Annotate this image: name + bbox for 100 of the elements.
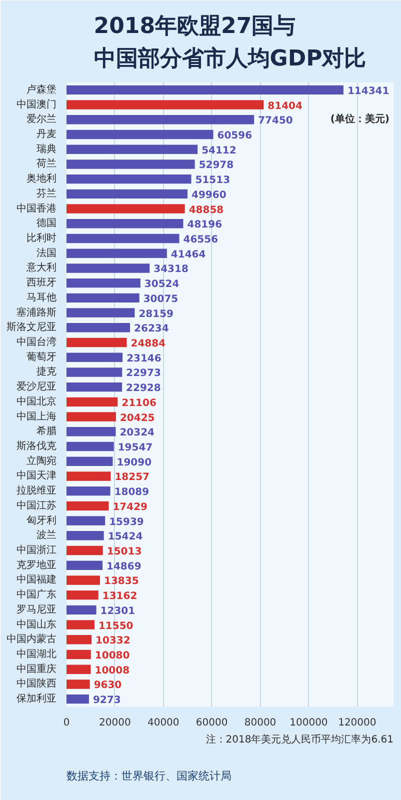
data-label: 48196: [187, 220, 222, 231]
data-label: 34318: [154, 264, 188, 276]
x-tick-label: 60000: [196, 718, 228, 728]
x-tick-label: 120000: [338, 718, 376, 728]
bar: [66, 531, 104, 540]
x-tick-label: 20000: [99, 718, 131, 728]
bar: [66, 234, 180, 244]
bar: [66, 308, 135, 318]
chart-title: 2018年欧盟27国与中国部分省市人均GDP对比: [94, 14, 366, 72]
data-label: 18089: [114, 487, 150, 498]
data-label: 15939: [109, 516, 144, 528]
y-tick-label: 中国江苏: [16, 499, 56, 512]
bar: [66, 694, 89, 704]
bar: [66, 130, 214, 140]
y-tick-label: 中国广东: [16, 588, 56, 601]
bar: [66, 174, 192, 184]
data-label: 12301: [100, 606, 136, 617]
bar: [66, 680, 90, 689]
data-label: 19090: [116, 457, 152, 468]
bar: [66, 115, 254, 124]
bar: [66, 397, 118, 407]
x-tick-label: 40000: [147, 718, 180, 728]
data-label: 9273: [92, 695, 121, 706]
y-tick-label: 丹麦: [36, 128, 56, 140]
text: 注：2018年美元兑人民币平均汇率为6.61: [206, 734, 394, 746]
data-label: 52978: [198, 160, 234, 172]
bar: [66, 382, 122, 392]
data-label: 20324: [120, 428, 155, 439]
y-tick-label: 卢森堡: [26, 83, 56, 96]
y-tick-label: 奥地利: [26, 172, 56, 185]
y-tick-label: 中国天津: [16, 470, 56, 482]
y-tick-label: 中国浙江: [16, 544, 56, 556]
bar: [66, 560, 103, 570]
bar: [66, 338, 127, 348]
y-tick-label: 西班牙: [26, 276, 56, 289]
bar: [66, 368, 122, 377]
data-label: 10332: [96, 636, 130, 647]
bar: [66, 427, 116, 436]
y-tick-label: 中国福建: [16, 574, 56, 586]
bar: [66, 412, 116, 422]
bar: [66, 546, 103, 556]
bar: [66, 605, 96, 615]
bar: [66, 160, 195, 169]
y-tick-label: 中国湖北: [16, 648, 56, 660]
data-label: 30524: [144, 279, 180, 290]
bar: [66, 620, 94, 630]
data-label: 114341: [347, 86, 390, 97]
data-label: 13835: [104, 576, 139, 588]
bar: [66, 650, 91, 660]
y-tick-label: 中国内蒙古: [6, 633, 56, 646]
y-tick-label: 希腊: [36, 425, 56, 438]
y-tick-label: 拉脱维亚: [16, 484, 56, 497]
text: 数据支持：世界银行、国家统计局: [66, 770, 232, 782]
data-label: 77450: [258, 116, 293, 127]
x-tick-label: 80000: [244, 718, 276, 728]
y-tick-label: 斯洛文尼亚: [6, 321, 56, 334]
data-label: 54112: [202, 145, 236, 156]
bar: [66, 635, 92, 644]
data-label: 19547: [118, 442, 153, 454]
y-tick-label: 中国台湾: [16, 336, 56, 348]
data-label: 24884: [130, 338, 166, 350]
y-tick-label: 捷克: [36, 366, 56, 378]
y-tick-label: 葡萄牙: [26, 350, 56, 363]
data-label: 22973: [126, 368, 161, 380]
bar: [66, 323, 130, 332]
data-label: 17429: [112, 502, 148, 513]
y-tick-label: 中国北京: [16, 395, 56, 408]
bar: [66, 189, 188, 199]
y-tick-label: 法国: [36, 246, 56, 259]
y-tick-label: 中国澳门: [16, 98, 56, 110]
x-tick-label: 100000: [290, 718, 328, 728]
x-tick-label: 0: [63, 718, 70, 728]
bar: [66, 100, 264, 110]
y-tick-label: 比利时: [26, 232, 56, 244]
data-label: 15013: [106, 546, 142, 558]
bar: [66, 664, 91, 674]
bar: [66, 352, 123, 362]
data-label: 81404: [268, 100, 303, 112]
data-label: 9630: [94, 680, 122, 692]
y-tick-label: 克罗地亚: [16, 558, 56, 571]
y-tick-label: 波兰: [36, 529, 56, 542]
data-label: 11550: [98, 620, 134, 632]
data-label: 49960: [192, 190, 226, 201]
data-label: 51513: [195, 175, 230, 186]
bar: [66, 501, 109, 511]
y-tick-label: 罗马尼亚: [16, 604, 56, 616]
y-tick-label: 爱尔兰: [26, 113, 56, 126]
bar: [66, 278, 140, 288]
y-tick-label: 中国山东: [16, 618, 56, 630]
bar: [66, 442, 114, 452]
data-label: 28159: [138, 308, 174, 320]
y-tick-label: 立陶宛: [26, 454, 56, 467]
data-label: 48858: [188, 204, 224, 216]
bar: [66, 590, 98, 600]
data-label: 20425: [120, 412, 155, 424]
data-label: 41464: [170, 249, 206, 260]
y-tick-label: 意大利: [26, 262, 56, 274]
y-tick-label: 匈牙利: [26, 514, 56, 526]
data-label: 21106: [122, 398, 156, 409]
data-label: 30075: [143, 294, 178, 305]
